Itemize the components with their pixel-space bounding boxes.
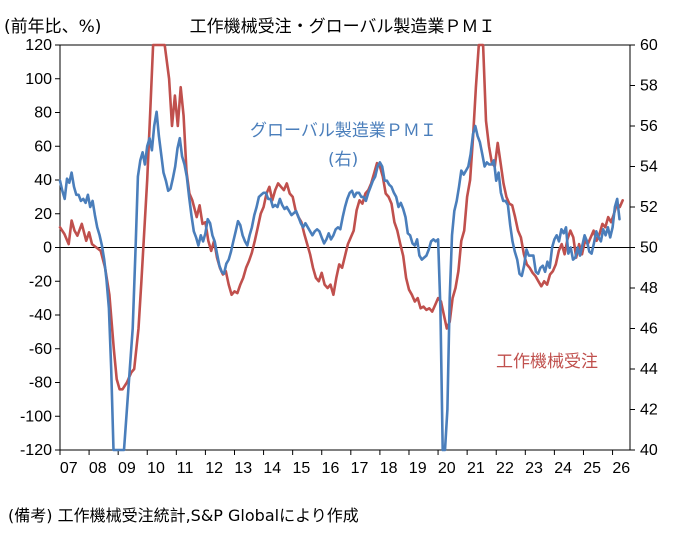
x-tick-label: 08: [89, 460, 107, 477]
x-tick-label: 13: [234, 460, 252, 477]
x-tick-label: 22: [496, 460, 514, 477]
x-tick-label: 16: [322, 460, 340, 477]
left-tick-label: 40: [34, 172, 52, 189]
pmi-axis-note: (右): [328, 150, 359, 170]
chart-title: 工作機械受注・グローバル製造業ＰＭＩ: [189, 17, 496, 37]
left-tick-label: 0: [43, 240, 52, 257]
x-tick-label: 21: [467, 460, 485, 477]
left-tick-label: 60: [34, 138, 52, 155]
x-tick-label: 24: [554, 460, 572, 477]
x-tick-label: 14: [263, 460, 281, 477]
left-tick-label: 100: [25, 71, 52, 88]
right-tick-label: 58: [640, 78, 658, 95]
right-tick-label: 46: [640, 321, 658, 338]
x-tick-label: 15: [292, 460, 310, 477]
x-tick-label: 09: [118, 460, 136, 477]
global-pmi-line: [58, 110, 621, 452]
pmi-series-label: グローバル製造業ＰＭＩ: [250, 121, 437, 141]
x-tick-label: 23: [525, 460, 543, 477]
x-tick-label: 17: [351, 460, 369, 477]
x-tick-label: 25: [583, 460, 601, 477]
x-tick-label: 10: [147, 460, 165, 477]
left-tick-label: -60: [29, 341, 52, 358]
right-tick-label: 50: [640, 240, 658, 257]
series-layer: [58, 43, 625, 452]
x-tick-label: 18: [380, 460, 398, 477]
left-axis-label: (前年比、%): [4, 17, 102, 37]
machine-tool-orders-line: [58, 43, 625, 391]
right-tick-label: 60: [640, 37, 658, 54]
x-tick-label: 12: [205, 460, 223, 477]
right-axis: 60 58 56 54 52 50 48 46 44 42 40: [630, 37, 658, 459]
left-tick-label: -20: [29, 273, 52, 290]
left-tick-label: 80: [34, 105, 52, 122]
right-tick-label: 56: [640, 118, 658, 135]
right-tick-label: 52: [640, 199, 658, 216]
left-tick-label: -40: [29, 307, 52, 324]
x-tick-label: 11: [177, 460, 194, 477]
left-tick-label: -100: [20, 408, 52, 425]
right-tick-label: 40: [640, 442, 658, 459]
orders-series-label: 工作機械受注: [496, 352, 598, 372]
x-axis: 07 08 09 10 11 12 13 14 15 16 17 18 19 20 21 22 23 24 25 26: [59, 450, 630, 477]
x-tick-label: 07: [60, 460, 78, 477]
x-tick-label: 19: [409, 460, 427, 477]
left-tick-label: -80: [29, 375, 52, 392]
left-axis: 120 100 80 60 40 20 0 -20 -40 -60 -80 -100 -120: [20, 37, 60, 459]
x-tick-label: 20: [438, 460, 456, 477]
right-tick-label: 44: [640, 361, 658, 378]
left-tick-label: -120: [20, 442, 52, 459]
source-note: (備考) 工作機械受注統計,S&P Globalにより作成: [8, 506, 359, 525]
right-tick-label: 42: [640, 402, 658, 419]
left-tick-label: 120: [25, 37, 52, 54]
right-tick-label: 54: [640, 159, 658, 176]
left-tick-label: 20: [34, 206, 52, 223]
x-tick-label: 26: [612, 460, 630, 477]
right-tick-label: 48: [640, 280, 658, 297]
